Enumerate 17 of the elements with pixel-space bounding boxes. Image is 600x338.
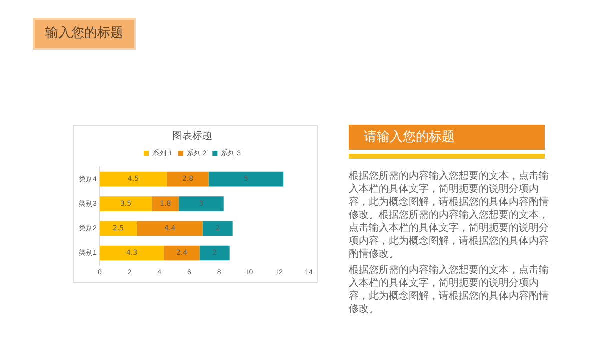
- chart-title: 图表标题: [172, 130, 212, 142]
- text: 根据您所需的内容输入您想要的文本，点击输入本栏的具体文字，简明扼要的说明分项内容，此为概念图解，请根据您的具体内容酌情修改。根据您所需的内容输入您想要的文本，点击输入本栏的具体文字，简明扼要的说明分项内容，此为概念图解，请根据您的具体内容酌情修改。: [349, 170, 549, 261]
- bar: [100, 246, 164, 261]
- bar: [167, 172, 209, 187]
- bar: [100, 172, 168, 187]
- bar: [208, 172, 284, 187]
- bar: [179, 196, 224, 212]
- text: 输入您的标题: [33, 18, 136, 50]
- bar: [200, 246, 230, 261]
- text: 根据您所需的内容输入您想要的文本，点击输入本栏的具体文字，简明扼要的说明分项内容，此为概念图解，请根据您的具体内容酌情修改。: [349, 264, 549, 316]
- bar: [137, 221, 203, 236]
- bar: [202, 221, 233, 236]
- bar: [164, 246, 200, 261]
- bar: [152, 196, 180, 212]
- text: 请输入您的标题: [349, 125, 545, 150]
- bar: [100, 221, 138, 236]
- bar: [100, 196, 152, 212]
